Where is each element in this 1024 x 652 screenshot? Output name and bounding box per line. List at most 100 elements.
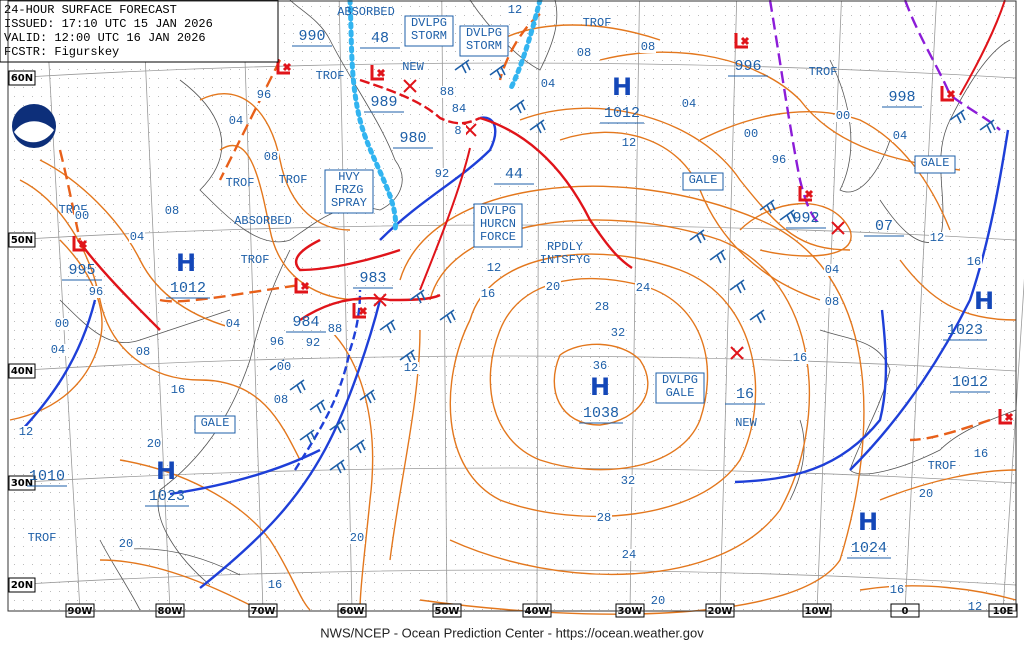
grid-dot bbox=[473, 294, 474, 295]
grid-dot bbox=[284, 375, 285, 376]
grid-dot bbox=[158, 222, 159, 223]
grid-dot bbox=[383, 114, 384, 115]
grid-dot bbox=[167, 222, 168, 223]
grid-dot bbox=[329, 114, 330, 115]
grid-dot bbox=[266, 294, 267, 295]
grid-dot bbox=[563, 276, 564, 277]
grid-dot bbox=[302, 123, 303, 124]
grid-dot bbox=[626, 492, 627, 493]
grid-dot bbox=[491, 528, 492, 529]
grid-dot bbox=[239, 393, 240, 394]
grid-dot bbox=[230, 402, 231, 403]
grid-dot bbox=[410, 96, 411, 97]
grid-dot bbox=[428, 609, 429, 610]
grid-dot bbox=[383, 69, 384, 70]
grid-dot bbox=[527, 321, 528, 322]
grid-dot bbox=[185, 321, 186, 322]
grid-dot bbox=[104, 600, 105, 601]
grid-dot bbox=[392, 438, 393, 439]
grid-dot bbox=[428, 510, 429, 511]
grid-dot bbox=[149, 366, 150, 367]
grid-dot bbox=[644, 276, 645, 277]
grid-dot bbox=[527, 222, 528, 223]
grid-dot bbox=[185, 96, 186, 97]
grid-dot bbox=[221, 159, 222, 160]
grid-dot bbox=[167, 132, 168, 133]
grid-dot bbox=[428, 555, 429, 556]
grid-dot bbox=[131, 528, 132, 529]
grid-dot bbox=[626, 150, 627, 151]
grid-dot bbox=[401, 96, 402, 97]
grid-dot bbox=[599, 231, 600, 232]
grid-dot bbox=[653, 456, 654, 457]
grid-dot bbox=[581, 510, 582, 511]
grid-dot bbox=[284, 537, 285, 538]
grid-dot bbox=[32, 258, 33, 259]
grid-dot bbox=[572, 582, 573, 583]
grid-dot bbox=[455, 33, 456, 34]
grid-dot bbox=[59, 240, 60, 241]
grid-dot bbox=[446, 231, 447, 232]
grid-dot bbox=[428, 168, 429, 169]
grid-dot bbox=[428, 312, 429, 313]
grid-dot bbox=[86, 186, 87, 187]
grid-dot bbox=[581, 537, 582, 538]
grid-dot bbox=[203, 555, 204, 556]
grid-dot bbox=[149, 456, 150, 457]
grid-dot bbox=[608, 33, 609, 34]
grid-dot bbox=[527, 348, 528, 349]
grid-dot bbox=[662, 582, 663, 583]
grid-dot bbox=[653, 519, 654, 520]
grid-dot bbox=[14, 114, 15, 115]
grid-dot bbox=[617, 6, 618, 7]
grid-dot bbox=[554, 339, 555, 340]
grid-dot bbox=[68, 159, 69, 160]
grid-dot bbox=[32, 294, 33, 295]
grid-dot bbox=[410, 528, 411, 529]
grid-dot bbox=[203, 285, 204, 286]
grid-dot bbox=[59, 375, 60, 376]
grid-dot bbox=[293, 474, 294, 475]
grid-dot bbox=[86, 222, 87, 223]
grid-dot bbox=[590, 150, 591, 151]
grid-dot bbox=[428, 483, 429, 484]
grid-dot bbox=[644, 348, 645, 349]
grid-dot bbox=[599, 600, 600, 601]
grid-dot bbox=[446, 339, 447, 340]
grid-dot bbox=[608, 285, 609, 286]
grid-dot bbox=[410, 51, 411, 52]
grid-dot bbox=[410, 204, 411, 205]
grid-dot bbox=[293, 519, 294, 520]
grid-dot bbox=[41, 375, 42, 376]
grid-dot bbox=[275, 258, 276, 259]
grid-dot bbox=[221, 375, 222, 376]
grid-dot bbox=[482, 6, 483, 7]
grid-dot bbox=[131, 555, 132, 556]
grid-dot bbox=[140, 384, 141, 385]
grid-dot bbox=[185, 294, 186, 295]
grid-dot bbox=[554, 348, 555, 349]
grid-dot bbox=[122, 222, 123, 223]
grid-dot bbox=[212, 546, 213, 547]
grid-dot bbox=[86, 87, 87, 88]
grid-dot bbox=[212, 375, 213, 376]
grid-dot bbox=[554, 456, 555, 457]
grid-dot bbox=[59, 492, 60, 493]
grid-dot bbox=[527, 483, 528, 484]
grid-dot bbox=[230, 465, 231, 466]
grid-dot bbox=[644, 483, 645, 484]
grid-dot bbox=[455, 87, 456, 88]
grid-dot bbox=[662, 276, 663, 277]
grid-dot bbox=[302, 555, 303, 556]
grid-dot bbox=[581, 393, 582, 394]
grid-dot bbox=[293, 240, 294, 241]
grid-dot bbox=[203, 150, 204, 151]
grid-dot bbox=[176, 411, 177, 412]
grid-dot bbox=[392, 249, 393, 250]
grid-dot bbox=[239, 465, 240, 466]
grid-dot bbox=[455, 42, 456, 43]
grid-dot bbox=[95, 204, 96, 205]
grid-dot bbox=[239, 528, 240, 529]
grid-dot bbox=[554, 159, 555, 160]
